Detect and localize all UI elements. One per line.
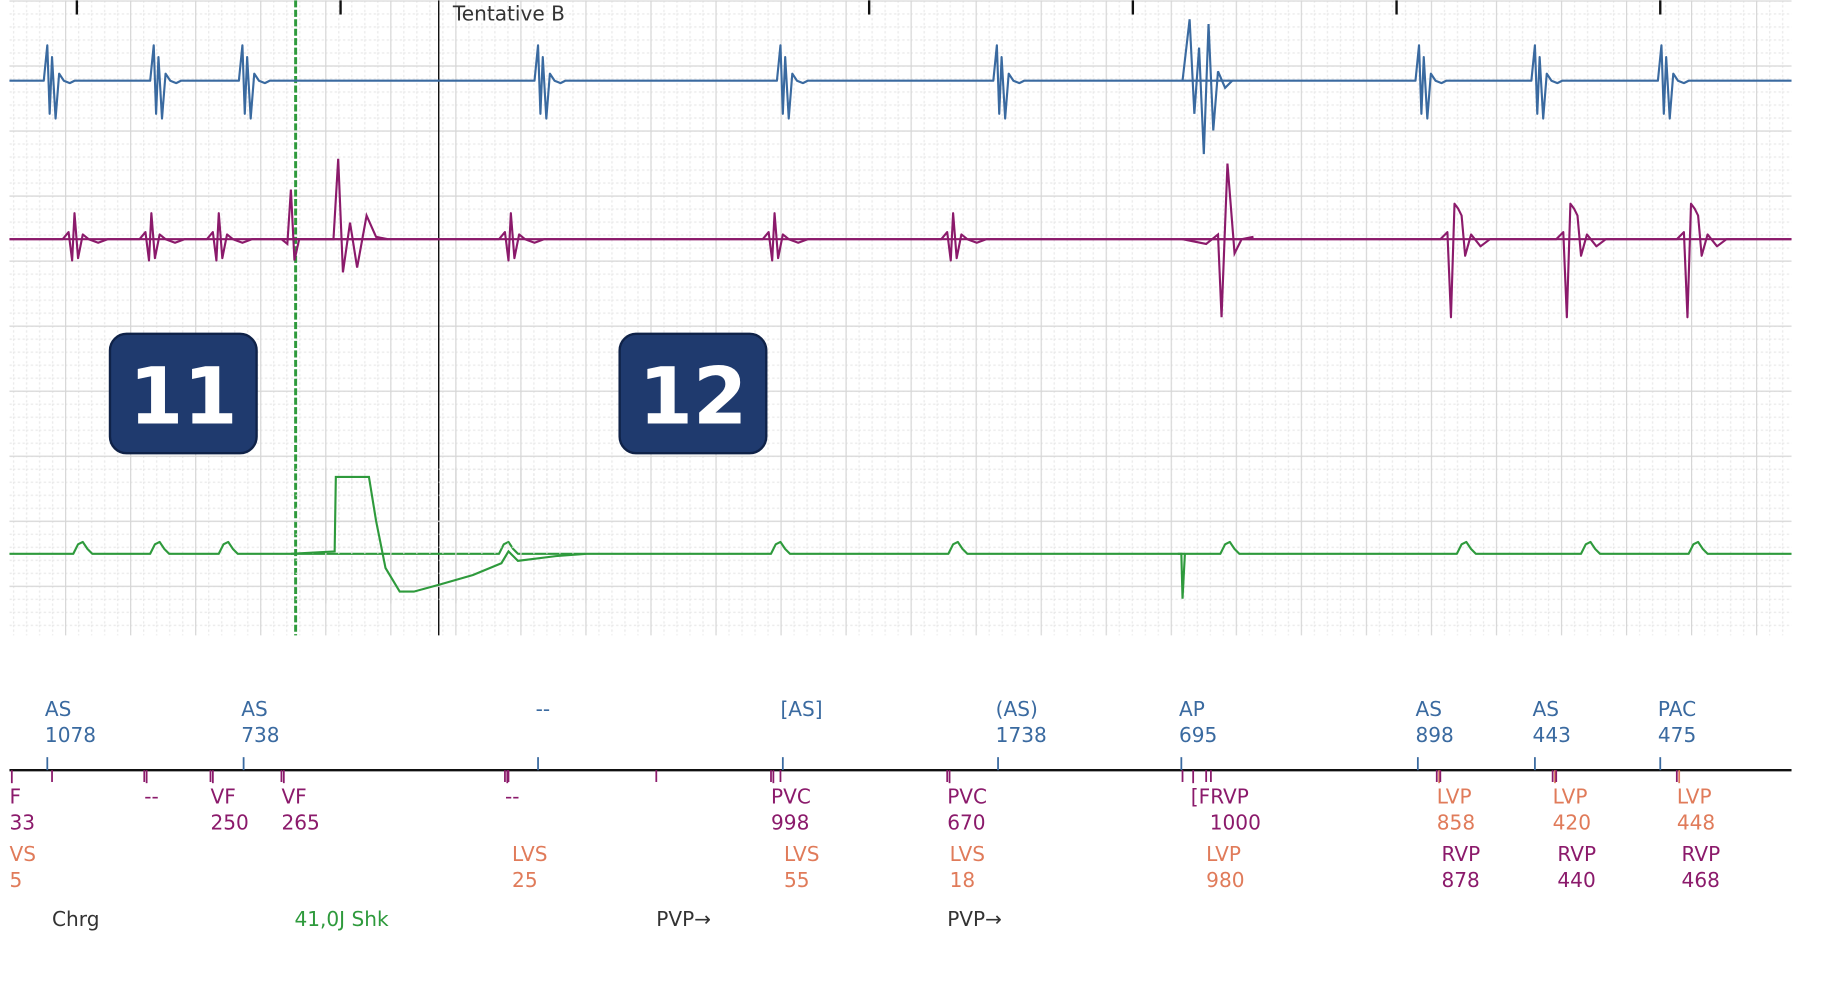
marker-value: 5 (9, 868, 22, 892)
marker-value: 858 (1437, 810, 1475, 834)
header-title: Tentative B (452, 1, 565, 25)
marker-label: LVP (1677, 784, 1712, 808)
marker-value: 878 (1441, 868, 1479, 892)
marker-value: 443 (1533, 723, 1571, 747)
event-label: 41,0J Shk (294, 907, 389, 931)
marker-value: 420 (1553, 810, 1591, 834)
marker-value: 738 (241, 723, 279, 747)
marker-label: RVP (1682, 842, 1721, 866)
marker-label: F (9, 784, 21, 808)
marker-label: LVP (1553, 784, 1588, 808)
marker-label: RVP (1441, 842, 1480, 866)
marker-label: PVC (947, 784, 987, 808)
event-label: PVP→ (947, 907, 1002, 931)
marker-value: 695 (1179, 723, 1217, 747)
badge-label: 12 (639, 353, 748, 443)
marker-label: -- (536, 697, 551, 721)
marker-value: 265 (281, 810, 319, 834)
marker-value: 468 (1682, 868, 1720, 892)
marker-value: 1078 (45, 723, 96, 747)
ventricular-trace (280, 158, 389, 273)
grid (9, 0, 1792, 636)
marker-value: 998 (771, 810, 809, 834)
marker-value: 18 (950, 868, 976, 892)
marker-label: PAC (1658, 697, 1696, 721)
marker-label: LVP (1206, 842, 1241, 866)
marker-value: 448 (1677, 810, 1715, 834)
marker-value: 475 (1658, 723, 1696, 747)
marker-label: AS (45, 697, 72, 721)
marker-label: [AS] (780, 697, 822, 721)
marker-value: 33 (9, 810, 35, 834)
badge: 11 (108, 332, 258, 455)
marker-label: [FRVP (1191, 784, 1249, 808)
shock-trace (9, 540, 1792, 555)
atrial-trace (1181, 19, 1233, 155)
marker-value: 670 (947, 810, 985, 834)
marker-label: (AS) (996, 697, 1038, 721)
marker-label: -- (144, 784, 159, 808)
shock-trace (290, 475, 587, 593)
marker-label: VF (210, 784, 235, 808)
marker-label: -- (505, 784, 520, 808)
event-label: Chrg (52, 907, 99, 931)
marker-label: AS (1533, 697, 1560, 721)
marker-label: AP (1179, 697, 1205, 721)
marker-value: 25 (512, 868, 538, 892)
marker-value: 250 (210, 810, 248, 834)
marker-value: 898 (1415, 723, 1453, 747)
marker-label: VS (9, 842, 36, 866)
badge: 12 (618, 332, 768, 455)
shock-trace (1177, 552, 1186, 599)
trace-mask (290, 467, 587, 604)
marker-label: RVP (1557, 842, 1596, 866)
marker-value: 1000 (1210, 810, 1261, 834)
marker-value: 440 (1557, 868, 1595, 892)
marker-label: LVS (950, 842, 985, 866)
marker-value: 55 (784, 868, 810, 892)
atrial-trace (9, 44, 1792, 120)
badge-label: 11 (129, 353, 238, 443)
ventricular-trace (9, 202, 1792, 319)
marker-value: 1738 (996, 723, 1047, 747)
marker-label: AS (241, 697, 268, 721)
marker-label: LVS (784, 842, 819, 866)
marker-value: 980 (1206, 868, 1244, 892)
marker-label: LVP (1437, 784, 1472, 808)
ventricular-trace (1182, 163, 1254, 318)
marker-label: PVC (771, 784, 811, 808)
event-label: PVP→ (656, 907, 711, 931)
marker-label: AS (1415, 697, 1442, 721)
marker-label: LVS (512, 842, 548, 866)
marker-label: VF (281, 784, 306, 808)
